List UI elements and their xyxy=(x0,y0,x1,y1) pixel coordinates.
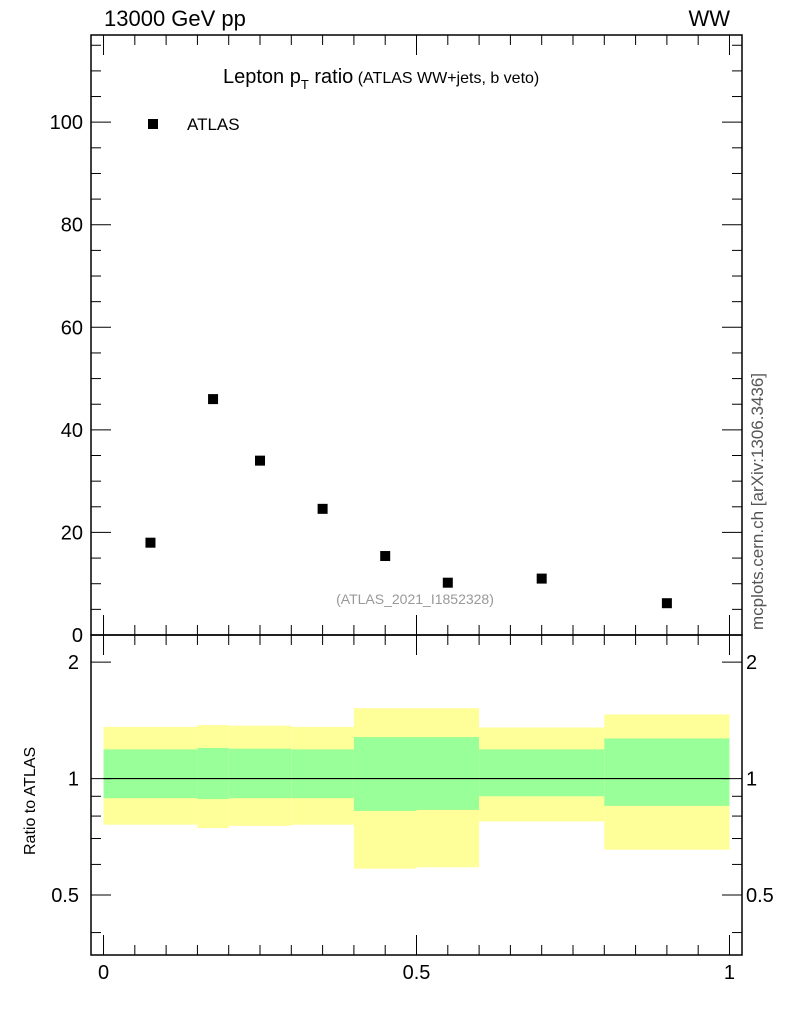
data-point xyxy=(255,455,266,466)
header-energy-label: 13000 GeV pp xyxy=(104,6,246,31)
ratio-band-inner-2 xyxy=(228,748,292,799)
main-y-tick-label: 100 xyxy=(50,112,83,134)
chart-title: Lepton pT ratio (ATLAS WW+jets, b veto) xyxy=(223,66,539,92)
ratio-x-tick-label: 0.5 xyxy=(403,962,431,984)
data-point xyxy=(661,598,672,609)
ratio-band-inner-6 xyxy=(479,749,605,797)
main-panel: 0 20 40 60 80 100 ATLAS xyxy=(50,34,743,647)
ratio-band-inner-3 xyxy=(291,749,354,799)
ratio-y-tick-label-right: 1 xyxy=(746,769,757,791)
ratio-y-tick-label-right: 0.5 xyxy=(746,885,774,907)
legend-label: ATLAS xyxy=(187,115,240,134)
ratio-band-inner-4 xyxy=(353,737,417,811)
ratio-band-inner-0 xyxy=(103,749,198,799)
data-point xyxy=(317,503,328,514)
ratio-y-tick-label-right: 2 xyxy=(746,652,757,674)
ratio-band-inner-7 xyxy=(604,738,730,806)
analysis-watermark: (ATLAS_2021_I1852328) xyxy=(336,591,494,607)
ratio-band-inner-5 xyxy=(416,737,480,810)
data-point xyxy=(536,573,547,584)
header-process-label: WW xyxy=(688,6,730,31)
ratio-y-tick-label-left: 2 xyxy=(68,652,79,674)
ratio-band-inner-1 xyxy=(197,747,229,800)
main-y-tick-label: 80 xyxy=(61,215,83,237)
data-point xyxy=(145,537,156,548)
data-point xyxy=(208,394,219,405)
ratio-panel: 0 0.5 1 0.5 0.5 1 1 2 2 xyxy=(51,634,774,984)
ratio-y-tick-label-left: 0.5 xyxy=(51,885,79,907)
ratio-x-tick-label: 1 xyxy=(724,962,735,984)
data-point xyxy=(442,577,453,588)
main-y-tick-label: 60 xyxy=(61,317,83,339)
ratio-x-tick-label: 0 xyxy=(98,962,109,984)
main-y-tick-label: 0 xyxy=(72,625,83,647)
ratio-y-tick-label-left: 1 xyxy=(68,769,79,791)
main-y-tick-label: 20 xyxy=(61,522,83,544)
data-point xyxy=(380,551,391,562)
main-y-tick-label: 40 xyxy=(61,420,83,442)
legend-marker xyxy=(148,119,158,129)
